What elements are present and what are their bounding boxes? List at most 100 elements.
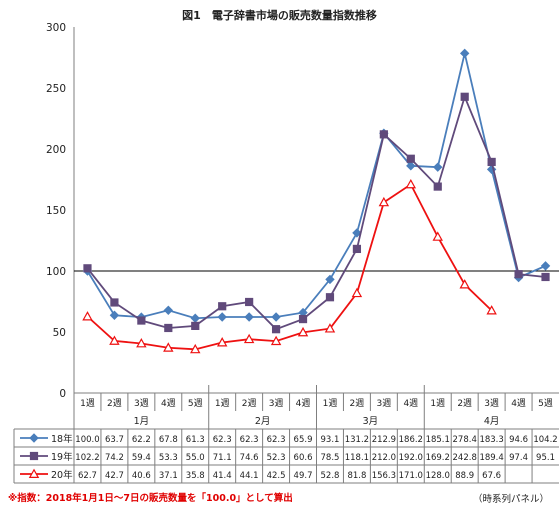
data-point <box>137 316 146 325</box>
x-tick-label: 4週 <box>161 398 176 409</box>
data-label: 61.3 <box>186 435 205 445</box>
data-point <box>136 338 147 348</box>
data-point <box>486 305 497 315</box>
data-label: 128.0 <box>426 471 450 481</box>
data-point <box>352 244 362 254</box>
data-label: 62.3 <box>213 435 232 445</box>
data-point <box>352 228 362 238</box>
data-point <box>405 178 417 189</box>
data-label: 171.0 <box>399 471 423 481</box>
data-point <box>217 312 227 322</box>
data-point <box>541 272 550 282</box>
data-point <box>191 321 200 330</box>
data-label: 183.3 <box>479 435 503 445</box>
data-label: 65.9 <box>294 435 313 445</box>
data-label: 40.6 <box>132 471 151 481</box>
chart-title: 図1 電子辞書市場の販売数量指数推移 <box>182 9 377 22</box>
data-label: 97.4 <box>509 453 528 463</box>
data-point <box>406 161 416 171</box>
data-label: 74.6 <box>240 453 259 463</box>
data-point <box>378 196 390 207</box>
data-label: 212.9 <box>372 435 396 445</box>
data-label: 62.7 <box>78 471 97 481</box>
footnote: ※指数：2018年1月1日～7日の販売数量を「100.0」として算出 <box>8 493 293 504</box>
legend-marker <box>29 451 39 461</box>
data-point <box>109 310 120 320</box>
data-point <box>271 325 281 334</box>
data-point <box>110 298 119 307</box>
data-point <box>271 312 281 322</box>
series-line-20年 <box>86 183 493 351</box>
month-label: 3月 <box>363 416 379 427</box>
data-label: 60.6 <box>294 453 313 463</box>
data-label: 189.4 <box>479 453 503 463</box>
data-point <box>379 130 388 139</box>
data-point <box>163 305 174 315</box>
data-point <box>351 287 363 298</box>
data-label: 278.4 <box>453 435 477 445</box>
data-label: 44.1 <box>240 471 259 481</box>
data-point <box>406 154 415 163</box>
data-point <box>216 337 228 347</box>
data-label: 42.7 <box>105 471 124 481</box>
data-point <box>218 302 227 311</box>
data-label: 67.6 <box>482 471 501 481</box>
data-label: 55.0 <box>186 453 205 463</box>
data-point <box>487 157 496 167</box>
legend-label: 20年 <box>51 469 73 481</box>
data-label: 185.1 <box>426 435 450 445</box>
x-tick-label: 4週 <box>511 398 526 409</box>
x-tick-label: 3週 <box>484 398 499 409</box>
data-point <box>433 182 442 191</box>
data-point <box>298 314 308 324</box>
data-label: 104.2 <box>533 435 557 445</box>
y-tick-label: 100 <box>46 266 66 278</box>
data-point <box>514 270 523 279</box>
data-label: 186.2 <box>399 435 423 445</box>
legend-label: 18年 <box>51 433 73 445</box>
data-label: 169.2 <box>426 453 450 463</box>
data-label: 100.0 <box>75 435 99 445</box>
data-label: 95.1 <box>536 453 555 463</box>
x-tick-label: 4週 <box>403 398 418 409</box>
x-tick-label: 2週 <box>457 398 472 409</box>
x-tick-label: 1週 <box>430 398 445 409</box>
x-tick-label: 1週 <box>323 398 338 409</box>
data-point <box>109 335 120 345</box>
x-tick-label: 3週 <box>269 398 284 409</box>
data-point <box>244 312 254 322</box>
y-tick-label: 150 <box>46 205 66 217</box>
data-label: 242.8 <box>453 453 477 463</box>
x-tick-label: 2週 <box>350 398 365 409</box>
series-line-18年 <box>86 53 546 320</box>
data-label: 93.1 <box>321 435 340 445</box>
data-label: 74.2 <box>105 453 124 463</box>
data-point <box>433 162 443 172</box>
x-tick-label: 5週 <box>538 398 553 409</box>
month-label: 2月 <box>255 416 271 427</box>
x-tick-label: 3週 <box>376 398 391 409</box>
data-label: 35.8 <box>186 471 205 481</box>
month-label: 1月 <box>134 416 150 427</box>
x-tick-label: 1週 <box>80 398 95 409</box>
data-point <box>82 311 93 321</box>
data-label: 63.7 <box>105 435 124 445</box>
y-tick-label: 300 <box>46 22 66 34</box>
data-label: 88.9 <box>455 471 474 481</box>
data-label: 67.8 <box>159 435 178 445</box>
data-label: 53.3 <box>159 453 178 463</box>
data-point <box>432 231 443 241</box>
x-tick-label: 1週 <box>215 398 230 409</box>
data-point <box>243 333 255 344</box>
data-label: 52.8 <box>321 471 340 481</box>
data-label: 118.1 <box>345 453 369 463</box>
data-point <box>540 261 551 271</box>
data-point <box>459 279 470 289</box>
data-point <box>245 297 254 307</box>
x-tick-label: 3週 <box>134 398 149 409</box>
data-label: 102.2 <box>75 453 99 463</box>
y-tick-label: 0 <box>59 388 66 400</box>
source-label: （時系列パネル） <box>472 494 549 505</box>
y-tick-label: 250 <box>46 83 66 95</box>
